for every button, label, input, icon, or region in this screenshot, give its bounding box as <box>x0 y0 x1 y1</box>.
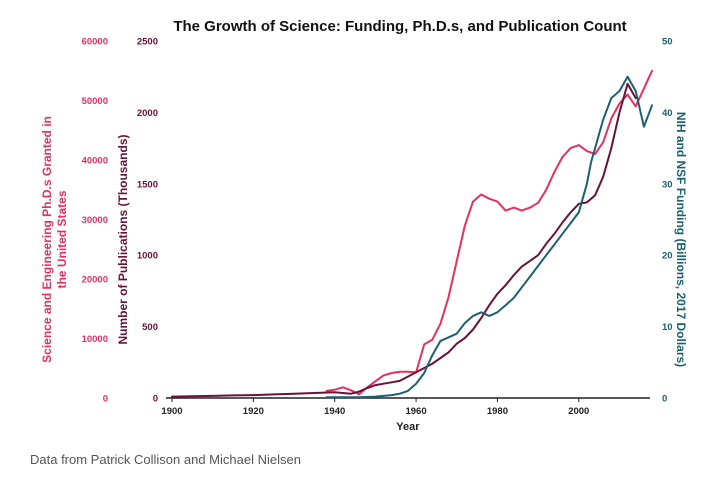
fund-tick-label: 50 <box>662 37 673 48</box>
phd-tick-label: 30000 <box>82 215 108 226</box>
fund-tick-label: 40 <box>662 108 673 119</box>
pubs-axis-title: Number of Publications (Thousands) <box>116 134 130 344</box>
phd-tick-label: 0 <box>103 394 108 405</box>
pubs-tick-label: 0 <box>153 394 158 405</box>
pubs-tick-label: 500 <box>142 322 158 333</box>
x-tick-label: 1920 <box>243 406 264 417</box>
phd-tick-label: 10000 <box>82 334 108 345</box>
phd-tick-label: 50000 <box>82 96 108 107</box>
phd-axis-title: Science and Engineering Ph.D.s Granted i… <box>40 116 69 363</box>
x-tick-label: 2000 <box>568 406 589 417</box>
series-line-pubs <box>171 82 637 398</box>
pubs-tick-label: 1000 <box>137 251 158 262</box>
x-tick-label: 1940 <box>324 406 345 417</box>
chart: The Growth of Science: Funding, Ph.D.s, … <box>40 18 688 434</box>
series-line-fund <box>325 75 653 399</box>
series-line-phd <box>325 69 653 396</box>
fund-tick-label: 10 <box>662 322 673 333</box>
x-tick-label: 1960 <box>405 406 426 417</box>
series-lines <box>171 69 653 399</box>
x-tick-label: 1980 <box>487 406 508 417</box>
chart-title: The Growth of Science: Funding, Ph.D.s, … <box>173 18 626 35</box>
pubs-tick-label: 2500 <box>137 37 158 48</box>
phd-tick-label: 20000 <box>82 275 108 286</box>
phd-tick-label: 60000 <box>82 37 108 48</box>
phd-tick-label: 40000 <box>82 156 108 167</box>
fund-tick-label: 30 <box>662 179 673 190</box>
x-tick-label: 1900 <box>161 406 182 417</box>
fund-tick-label: 20 <box>662 251 673 262</box>
axes: 1900 1920 1940 1960 1980 2000Year010000200003… <box>40 37 688 434</box>
fund-axis-title: NIH and NSF Funding (Billions, 2017 Doll… <box>674 112 688 367</box>
x-axis-title: Year <box>396 421 420 433</box>
pubs-tick-label: 2000 <box>137 108 158 119</box>
fund-tick-label: 0 <box>662 394 667 405</box>
source-caption: Data from Patrick Collison and Michael N… <box>30 452 301 467</box>
pubs-tick-label: 1500 <box>137 179 158 190</box>
